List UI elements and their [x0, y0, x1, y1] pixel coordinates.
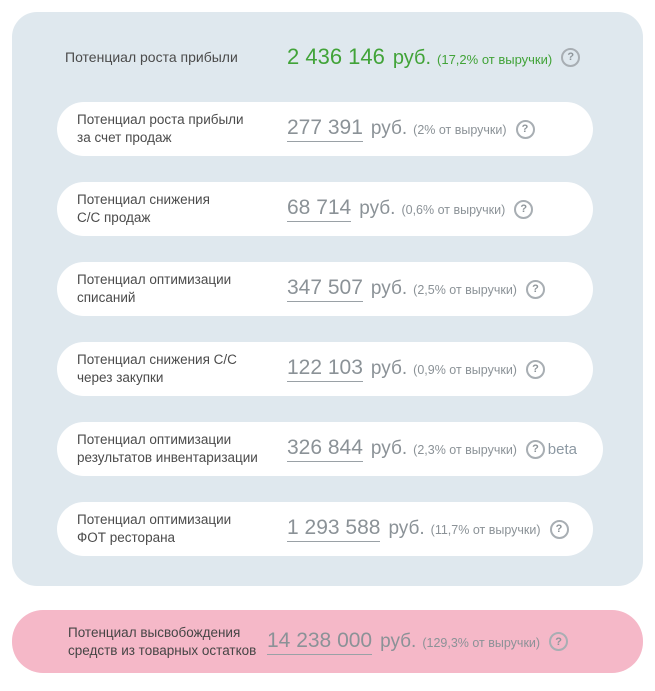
banner-percent: (129,3% от выручки)	[422, 635, 541, 650]
header-label: Потенциал роста прибыли	[65, 49, 238, 65]
metric-percent: (2,5% от выручки)	[413, 283, 517, 297]
help-icon[interactable]: ?	[549, 519, 569, 539]
metric-currency: руб.	[370, 278, 408, 299]
beta-badge: beta	[547, 440, 577, 458]
metric-currency: руб.	[359, 198, 396, 219]
metric-value-link[interactable]: 122 103	[287, 356, 363, 382]
header-value-group: 2 436 146 руб. (17,2% от выручки) ?	[287, 44, 581, 70]
metric-value-link[interactable]: 326 844	[287, 436, 363, 462]
metric-value-link[interactable]: 1 293 588	[287, 516, 381, 542]
metric-label: Потенциал оптимизации ФОТ ресторана	[77, 512, 232, 545]
profit-potential-panel: Потенциал роста прибыли 2 436 146 руб. (…	[12, 12, 643, 586]
metric-percent: (0,9% от выручки)	[413, 363, 517, 377]
metric-value-group: 347 507 руб. (2,5% от выручки) ?	[287, 276, 545, 302]
stock-release-banner: Потенциал высвобождения средств из товар…	[12, 610, 643, 673]
metric-currency: руб.	[370, 118, 408, 139]
metric-value-group: 1 293 588 руб. (11,7% от выручки) ?	[287, 516, 569, 542]
metric-row: Потенциал оптимизации результатов инвент…	[57, 422, 603, 476]
metric-percent: (11,7% от выручки)	[430, 523, 541, 537]
metric-label: Потенциал оптимизации результатов инвент…	[77, 432, 258, 465]
banner-currency: руб.	[380, 630, 417, 652]
metric-value-group: 277 391 руб. (2% от выручки) ?	[287, 116, 535, 142]
metric-row: Потенциал снижения С/С через закупки 122…	[57, 342, 593, 396]
header-percent: (17,2% от выручки)	[437, 52, 553, 67]
metric-currency: руб.	[388, 518, 425, 539]
header-currency: руб.	[392, 47, 432, 69]
metric-label: Потенциал снижения С/С продаж	[77, 192, 210, 225]
metric-value-group: 326 844 руб. (2,3% от выручки) ?	[287, 436, 545, 462]
metric-value-group: 122 103 руб. (0,9% от выручки) ?	[287, 356, 545, 382]
help-icon[interactable]: ?	[525, 439, 545, 459]
help-icon[interactable]: ?	[515, 119, 535, 139]
metric-row: Потенциал оптимизации списаний 347 507 р…	[57, 262, 593, 316]
metric-rows: Потенциал роста прибыли за счет продаж 2…	[57, 102, 643, 556]
help-icon[interactable]: ?	[561, 47, 581, 67]
banner-value-group: 14 238 000 руб. (129,3% от выручки) ?	[267, 629, 569, 655]
metric-label: Потенциал роста прибыли за счет продаж	[77, 112, 244, 145]
metric-percent: (0,6% от выручки)	[401, 203, 506, 217]
metric-currency: руб.	[370, 438, 408, 459]
metric-row: Потенциал оптимизации ФОТ ресторана 1 29…	[57, 502, 593, 556]
metric-currency: руб.	[370, 358, 408, 379]
metric-row: Потенциал снижения С/С продаж 68 714 руб…	[57, 182, 593, 236]
banner-value-link[interactable]: 14 238 000	[267, 629, 373, 655]
help-icon[interactable]: ?	[525, 279, 545, 299]
header-value: 2 436 146	[287, 44, 385, 69]
help-icon[interactable]: ?	[525, 359, 545, 379]
banner-label: Потенциал высвобождения средств из товар…	[68, 624, 257, 658]
metric-value-link[interactable]: 68 714	[287, 196, 352, 222]
metric-label: Потенциал оптимизации списаний	[77, 272, 232, 305]
metric-value-link[interactable]: 347 507	[287, 276, 363, 302]
metric-percent: (2,3% от выручки)	[413, 443, 517, 457]
metric-percent: (2% от выручки)	[413, 123, 507, 137]
help-icon[interactable]: ?	[549, 632, 569, 651]
metric-row: Потенциал роста прибыли за счет продаж 2…	[57, 102, 593, 156]
metric-label: Потенциал снижения С/С через закупки	[77, 352, 237, 385]
metric-value-link[interactable]: 277 391	[287, 116, 363, 142]
metric-value-group: 68 714 руб. (0,6% от выручки) ?	[287, 196, 534, 222]
help-icon[interactable]: ?	[514, 199, 534, 219]
panel-header: Потенциал роста прибыли 2 436 146 руб. (…	[12, 12, 643, 102]
